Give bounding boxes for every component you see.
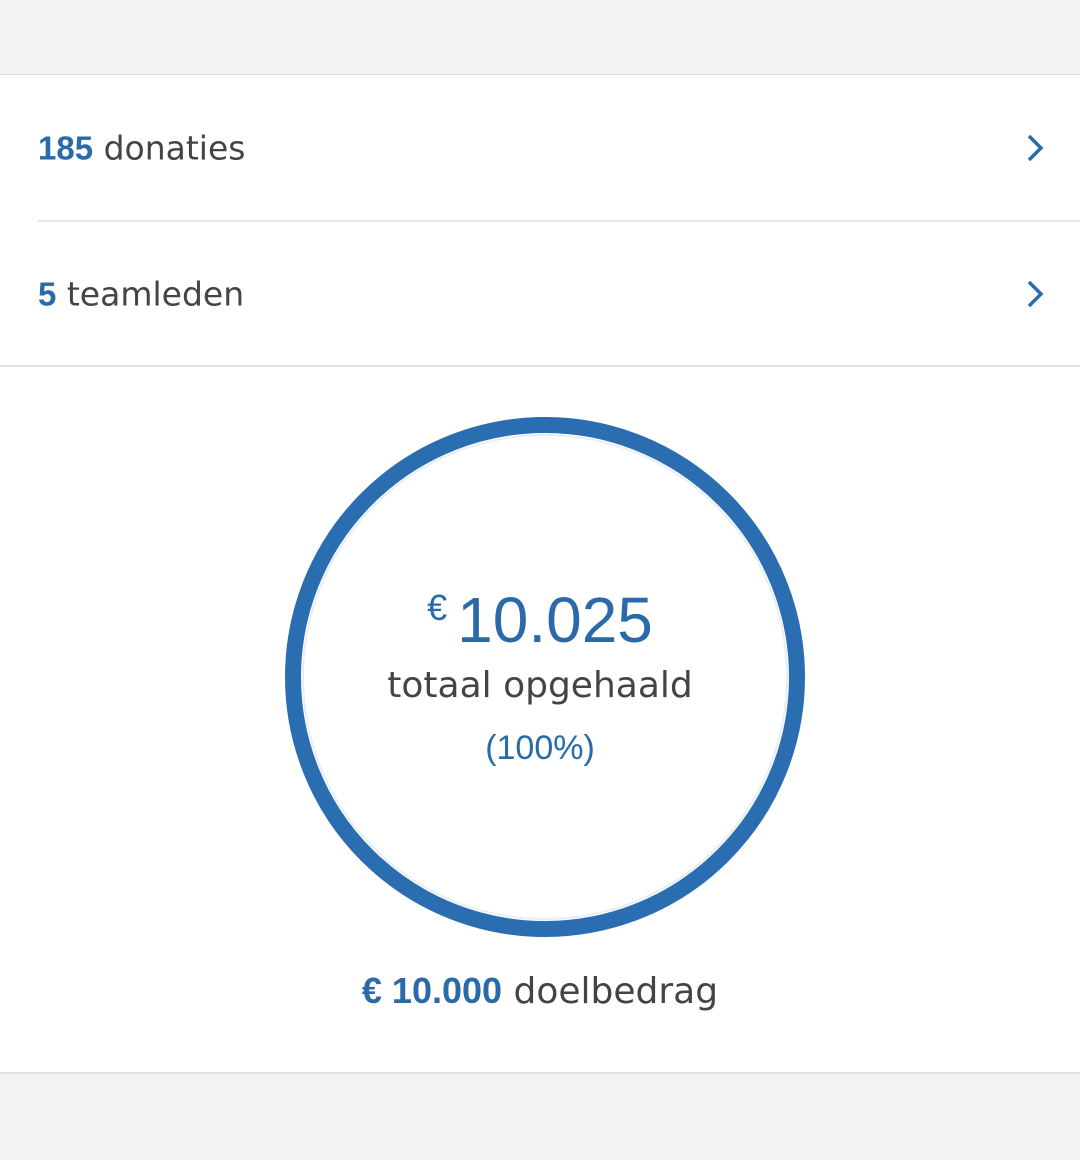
team-row[interactable]: 5 teamleden [38,221,1080,366]
raised-percent: (100%) [485,729,595,767]
raised-amount: €10.025 [0,583,1080,657]
amount: 10.025 [457,584,653,656]
row-label: teamleden [66,274,245,313]
stats-card: 185 donaties 5 teamleden €10.025 totaal … [0,74,1080,1074]
row-count: 185 [38,129,94,166]
currency: € [427,587,448,628]
goal-label: doelbedrag [513,971,719,1012]
divider [0,365,1080,367]
row-label: donaties [103,128,246,167]
donations-row[interactable]: 185 donaties [38,75,1080,220]
progress-ring [285,417,805,937]
row-text: 5 teamleden [38,274,244,313]
row-text: 185 donaties [38,128,245,167]
goal: € 10.000 doelbedrag [0,970,1080,1012]
raised-label: totaal opgehaald [387,665,693,706]
chevron [1027,134,1044,161]
row-count: 5 [38,275,57,312]
chevron [1027,280,1044,307]
divider [38,220,1080,222]
goal-amount: € 10.000 [361,970,503,1011]
